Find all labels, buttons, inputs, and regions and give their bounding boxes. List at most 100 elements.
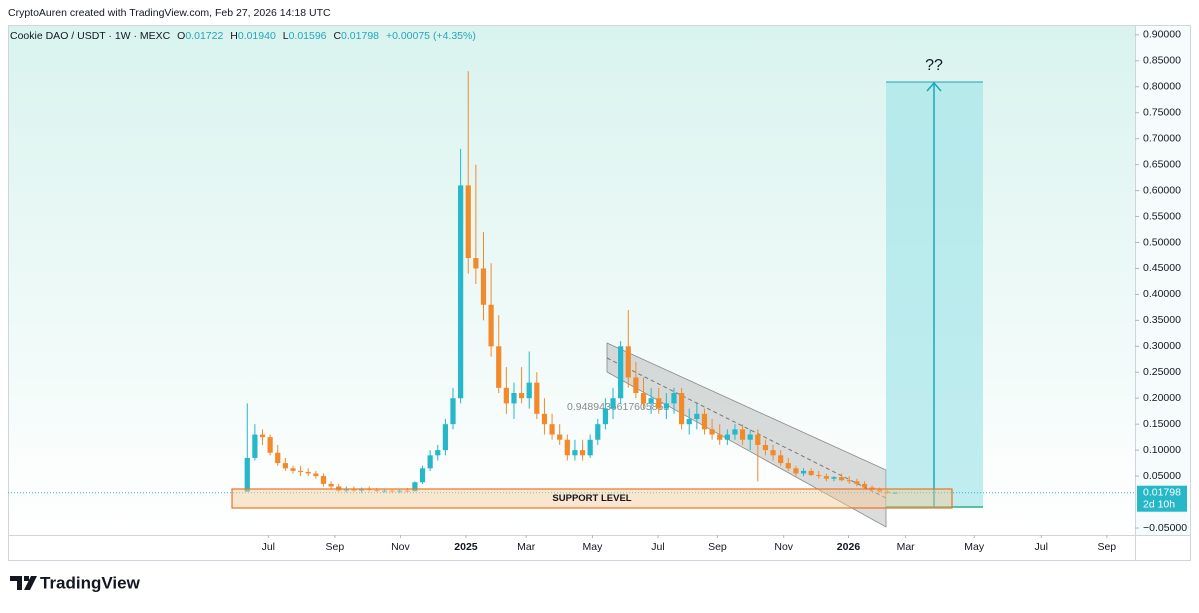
candle-body (633, 377, 639, 394)
candle-body (816, 475, 822, 477)
support-zone (231, 488, 953, 509)
y-tick-label: 0.20000 (1143, 392, 1181, 404)
candle-body (877, 489, 883, 492)
candle-body (343, 489, 349, 491)
candle-body (305, 471, 311, 474)
candle-body (259, 434, 266, 438)
x-tick-label: Mar (897, 541, 916, 553)
y-tick-label: 0.45000 (1143, 262, 1181, 274)
h-value: 0.01940 (238, 30, 276, 42)
channel-midline (606, 357, 887, 499)
x-tick-label: Jul (1035, 541, 1048, 553)
logo: TradingView (10, 573, 141, 592)
candle-body (778, 455, 784, 464)
candle-body (374, 490, 380, 492)
y-tick-label: 0.85000 (1143, 55, 1181, 67)
candle-body (724, 434, 730, 440)
candle-body (450, 398, 456, 425)
candle-body (595, 424, 601, 440)
target-label: ?? (925, 57, 943, 74)
candle-body (419, 468, 426, 483)
candle-body (823, 476, 829, 479)
candle-body (854, 481, 860, 484)
drawings: ?? 0.9489436617605851 (567, 57, 983, 528)
candle-body (770, 450, 776, 456)
y-tick-label: 0.10000 (1143, 444, 1181, 456)
candle-body (686, 418, 692, 425)
candle-body (656, 398, 662, 409)
support-zone-group: SUPPORT LEVEL (231, 488, 953, 509)
candle-body (328, 483, 334, 487)
legend: Cookie DAO / USDT · 1W · MEXC O0.01722 H… (10, 30, 476, 42)
candle-body (701, 413, 708, 430)
candle-body (298, 470, 304, 472)
candle-body (671, 393, 677, 404)
candle-body (496, 346, 502, 388)
candle-body (747, 434, 753, 440)
l-value: 0.01596 (289, 30, 327, 42)
candle-body (587, 439, 593, 456)
x-tick-label: May (964, 541, 985, 553)
candle-body (793, 468, 799, 474)
symbol: Cookie DAO / USDT · 1W · MEXC (10, 30, 171, 42)
candle-body (739, 429, 746, 440)
candle-body (412, 482, 418, 492)
candle-body (282, 463, 288, 469)
c-value: 0.01798 (341, 30, 379, 42)
candle-body (732, 429, 738, 435)
x-tick-label: 2026 (837, 541, 861, 553)
attribution: CryptoAuren created with TradingView.com… (8, 7, 331, 19)
y-tick-label: 0.40000 (1143, 288, 1181, 300)
y-tick-label: 0.30000 (1143, 340, 1181, 352)
candle-body (648, 398, 654, 404)
y-tick-label: 0.70000 (1143, 132, 1181, 144)
candle-body (861, 483, 868, 488)
candle-body (579, 450, 586, 456)
x-tick-label: 2025 (454, 541, 478, 553)
candle-body (572, 450, 578, 456)
x-tick-label: Sep (326, 541, 345, 553)
change: +0.00075 (+4.35%) (386, 30, 476, 42)
channel-label: 0.9489436617605851 (567, 401, 669, 413)
candle-body (275, 452, 281, 464)
price-axis-background (1135, 25, 1191, 535)
y-tick-label: 0.65000 (1143, 158, 1181, 170)
candle-body (389, 490, 395, 492)
candle-body (244, 457, 250, 492)
countdown-label: 2d 10h (1143, 498, 1175, 510)
candle-body (831, 477, 837, 479)
candle-body (717, 434, 723, 440)
candle-body (313, 473, 319, 477)
c-key: C (333, 30, 341, 42)
candle-body (892, 492, 898, 494)
candle-body (808, 470, 814, 476)
y-tick-label: 0.80000 (1143, 81, 1181, 93)
x-tick-label: Sep (708, 541, 727, 553)
logo-text: TradingView (40, 573, 141, 592)
x-tick-label: Sep (1097, 541, 1116, 553)
axes: 0.90000 0.85000 0.80000 0.75000 0.70000 0.650… (8, 29, 1187, 553)
candle-body (503, 387, 509, 404)
candle-body (602, 408, 609, 425)
candle-body (358, 489, 365, 491)
candle-body (320, 476, 327, 484)
candle-body (618, 346, 624, 399)
frame (8, 25, 1191, 561)
candle-body (839, 477, 845, 481)
candle-body (541, 413, 548, 425)
candle-body (663, 403, 669, 409)
support-label: SUPPORT LEVEL (552, 493, 631, 504)
o-key: O (177, 30, 185, 42)
candle-body (518, 393, 525, 399)
candle-body (435, 450, 441, 456)
x-tick-label: May (583, 541, 604, 553)
candle-body (846, 480, 852, 482)
candle-body (762, 444, 769, 451)
y-tick-label: 0.25000 (1143, 366, 1181, 378)
y-tick-label: 0.60000 (1143, 184, 1181, 196)
candle-body (526, 382, 532, 399)
logo-mark (10, 576, 37, 590)
candle-body (610, 398, 616, 409)
